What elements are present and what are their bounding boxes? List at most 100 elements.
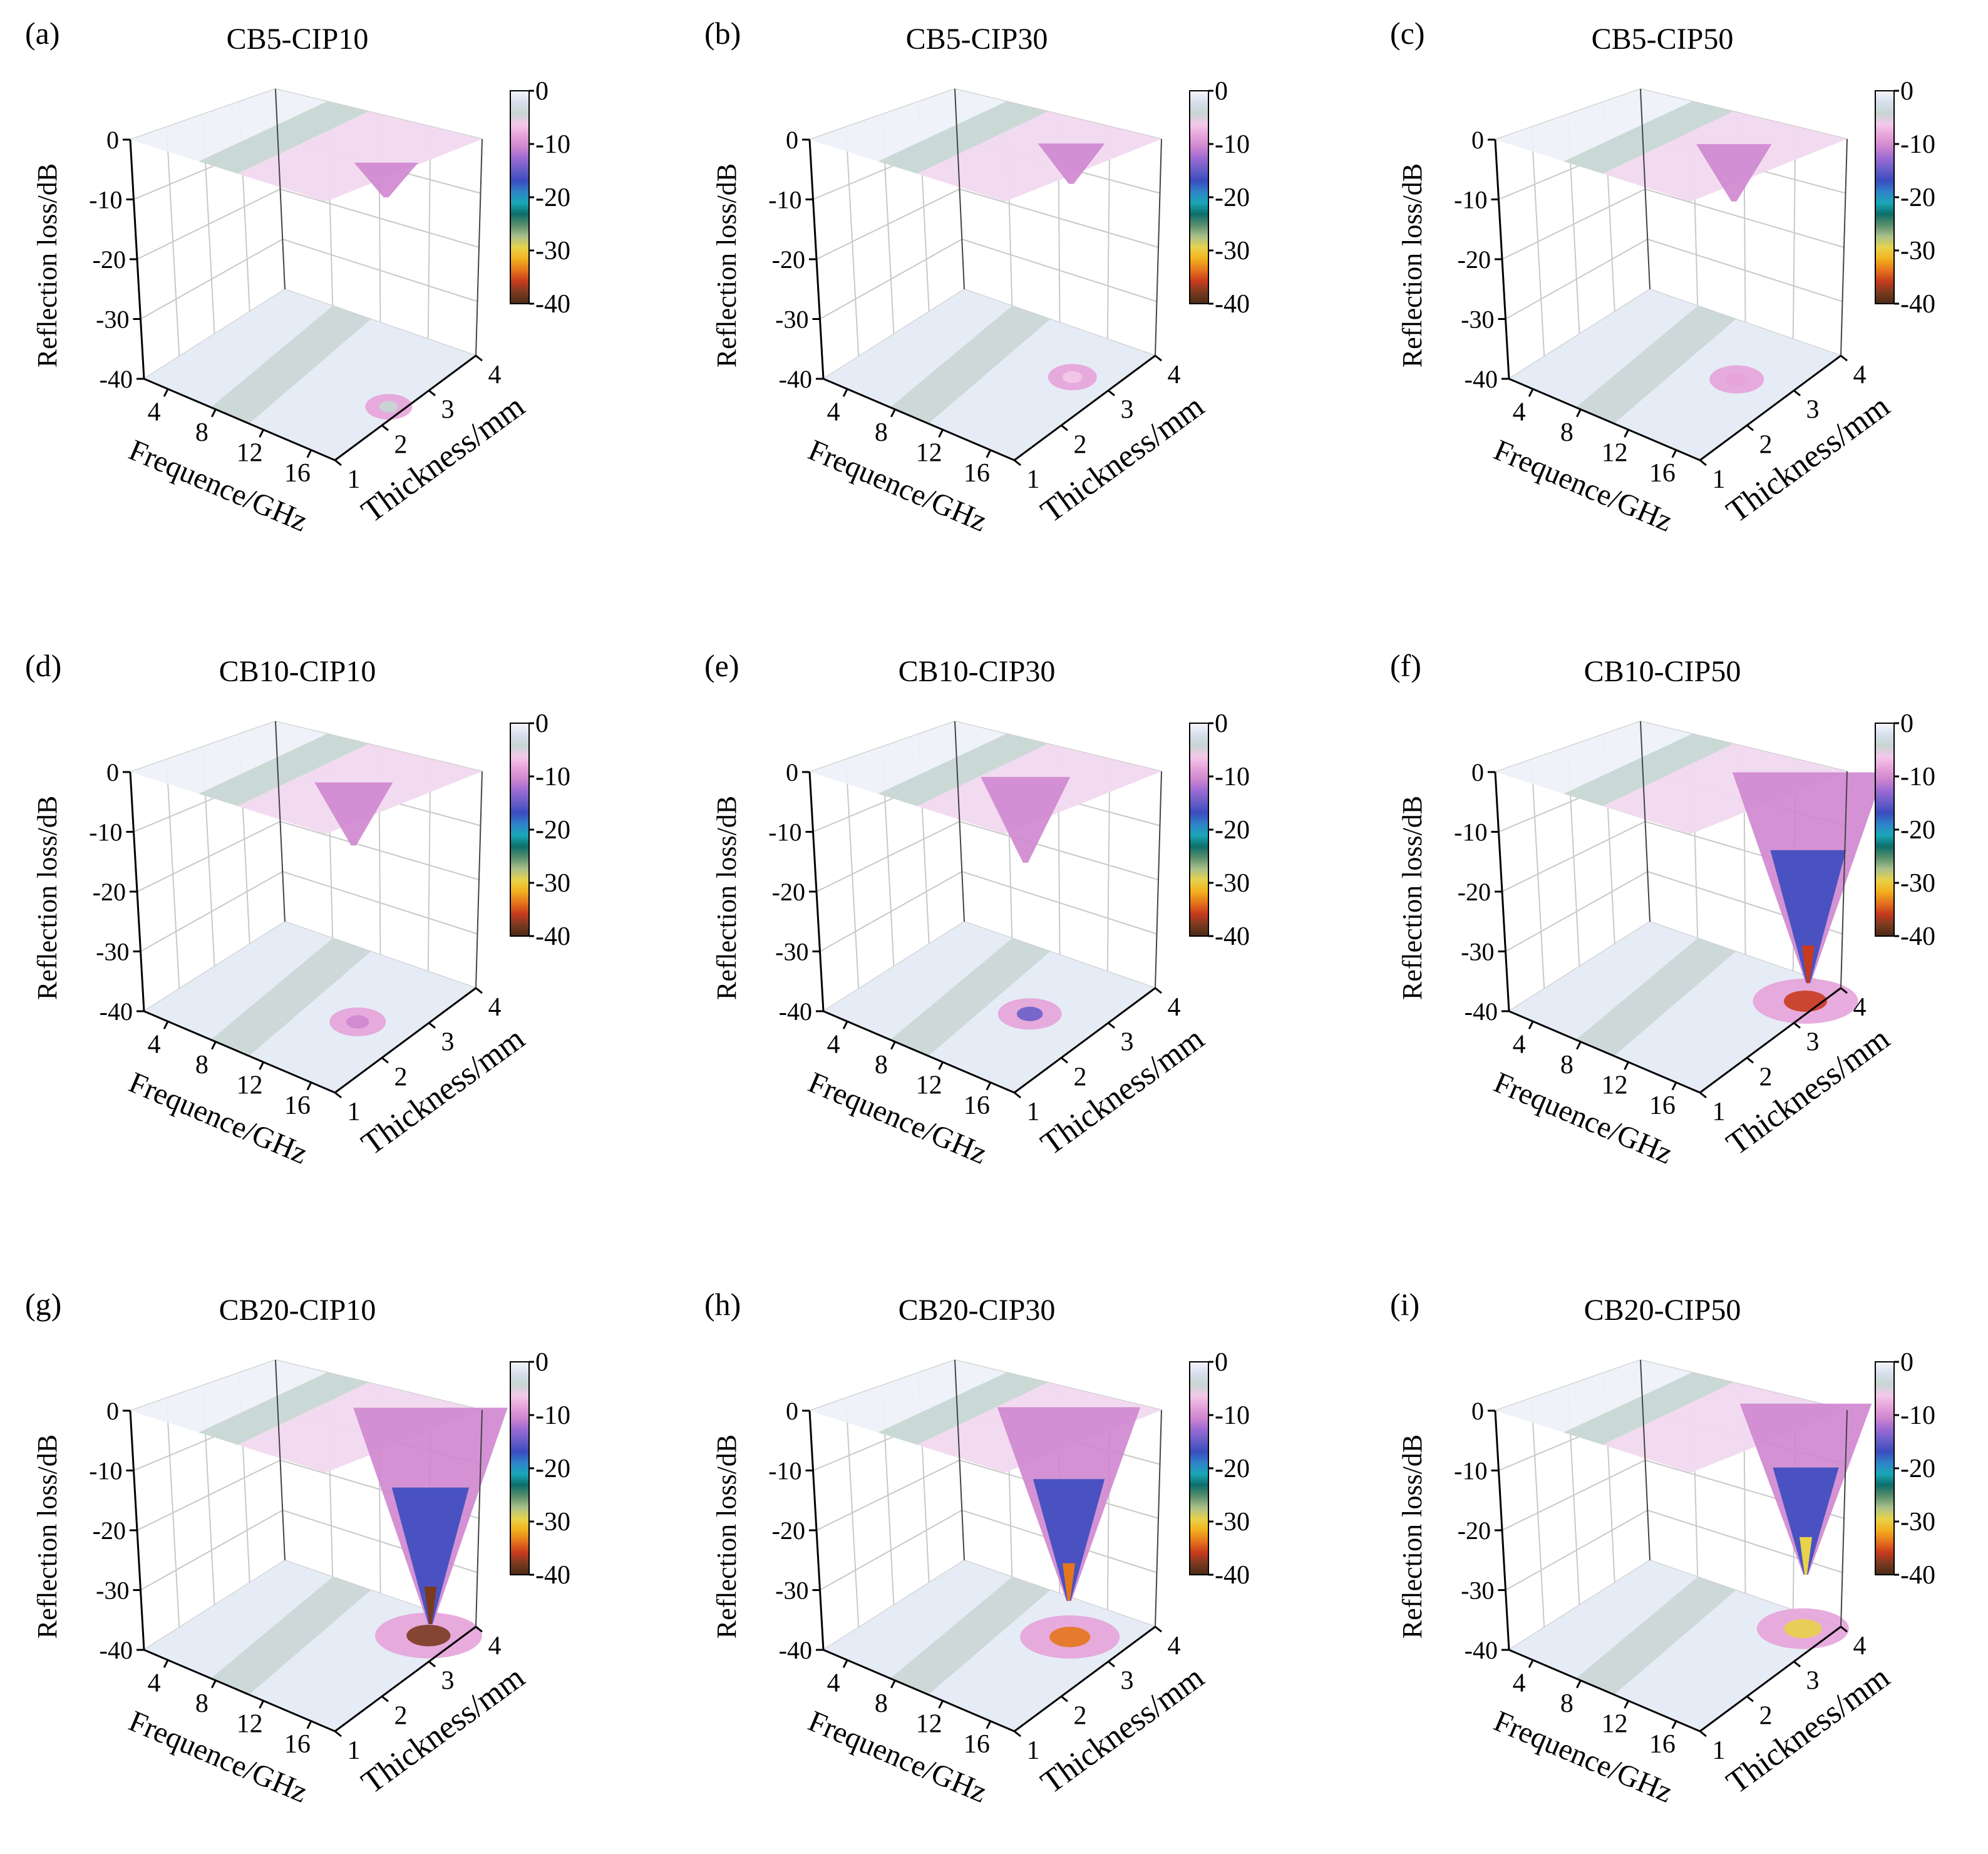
z-tick-label: -10 [1454,818,1487,847]
panel-title: CB20-CIP50 [1584,1294,1741,1327]
x-tick-mark [306,450,312,458]
colorbar [1875,90,1895,304]
x-tick-mark [890,1680,896,1689]
y-tick-mark [1014,1730,1021,1738]
x-tick-mark [259,1061,264,1070]
x-tick-label: 16 [284,459,311,488]
x-axis-line [823,1010,1015,1094]
wall-gridline [166,126,180,357]
z-axis-label: Reflection loss/dB [1397,1434,1428,1639]
z-axis-label: Reflection loss/dB [32,163,63,368]
colorbar-tick-label: -10 [535,1401,570,1430]
y-axis-line [1014,987,1156,1094]
panel-title: CB5-CIP30 [906,23,1048,56]
wall-gridline [1501,188,1845,260]
panel-f: (f) CB10-CIP50 0 -10 -20 -30 -40 Reflection los… [1390,648,1935,1170]
x-tick-label: 16 [1649,1091,1676,1120]
y-tick-mark [1014,459,1021,466]
y-tick-label: 3 [441,1028,455,1057]
surface-dip [314,782,393,846]
box-edge [475,138,483,356]
surface-dip-deep [1033,1479,1105,1601]
x-tick-label: 8 [875,1689,888,1718]
colorbar-tick-label: -30 [1215,869,1250,898]
y-tick-label: 1 [348,1736,361,1765]
x-tick-label: 12 [237,438,263,467]
box-edge [1155,138,1162,356]
x-axis-line [823,1649,1015,1733]
y-tick-label: 3 [441,396,455,425]
y-tick-label: 1 [1712,1098,1726,1126]
z-tick-label: -40 [100,365,133,393]
floor-minimum-core [1783,990,1827,1012]
x-tick-mark [842,388,848,397]
z-tick-label: -10 [89,186,122,214]
colorbar-tick-label: -10 [535,130,570,159]
z-tick-label: -20 [1458,1517,1491,1545]
colorbar [510,90,530,304]
y-tick-mark [428,389,436,396]
x-tick-label: 4 [1513,1030,1526,1059]
z-tick-label: -10 [768,818,801,847]
box-edge [275,721,286,922]
surface-band [198,101,369,174]
x-tick-label: 8 [875,1051,888,1079]
colorbar [1189,90,1209,304]
x-tick-mark [259,429,264,438]
x-axis-line [1508,1649,1701,1733]
wall-gridline [1792,126,1796,339]
wall-gridline [427,758,431,972]
y-tick-mark [428,1022,436,1029]
y-tick-mark [1746,425,1754,431]
y-tick-label: 4 [488,1632,502,1661]
colorbar-tick-label: 0 [1900,1348,1913,1377]
z-tick-label: -20 [1458,245,1491,274]
x-tick-mark [890,1041,896,1050]
y-tick-mark [1699,1730,1707,1738]
colorbar-tick-label: -40 [535,1561,570,1590]
floor-minimum-core [1784,1619,1822,1639]
floor-band [210,1577,371,1695]
panel-c: (c) CB5-CIP50 0 -10 -20 -30 -40 Reflection loss… [1390,16,1935,538]
panel-label: (d) [25,648,61,683]
z-tick-label: -20 [772,878,805,906]
wall-gridline [427,126,431,339]
x-axis-line [143,1649,336,1733]
y-tick-mark [1155,1625,1162,1633]
y-tick-label: 2 [1759,1701,1773,1730]
z-tick-label: -40 [1465,997,1498,1026]
wall-gridline [1106,126,1111,339]
z-tick-label: -20 [772,1517,805,1545]
x-tick-mark [1576,409,1582,418]
z-tick-label: -10 [1454,1457,1487,1485]
x-tick-label: 8 [875,418,888,447]
colorbar-tick-label: -10 [535,763,570,791]
colorbar-tick-label: -30 [535,237,570,265]
x-tick-mark [306,1082,312,1091]
floor-band [890,306,1051,424]
floor-projection [823,922,1155,1093]
panel-label: (e) [704,648,739,683]
y-tick-mark [1108,1661,1115,1667]
y-tick-mark [1746,1057,1754,1064]
y-tick-mark [381,1696,389,1702]
floor-band [890,1577,1051,1695]
box-edge [1840,138,1848,356]
box-edge [1640,1359,1651,1561]
colorbar-tick-label: -20 [1900,1455,1935,1483]
z-axis-label: Reflection loss/dB [32,796,63,1000]
colorbar-tick-label: -30 [535,869,570,898]
floor-projection [144,289,476,460]
panel-label: (f) [1390,648,1421,683]
y-tick-mark [1014,1091,1021,1099]
y-tick-label: 4 [1853,361,1867,389]
colorbar [510,1361,530,1575]
panel-label: (c) [1390,16,1425,51]
x-tick-label: 4 [148,398,161,426]
x-tick-label: 12 [1602,438,1628,467]
y-tick-label: 4 [1853,1632,1867,1661]
colorbar [1875,1361,1895,1575]
floor-projection [144,922,476,1093]
x-tick-label: 16 [1649,1730,1676,1759]
y-tick-label: 3 [1121,1028,1134,1057]
